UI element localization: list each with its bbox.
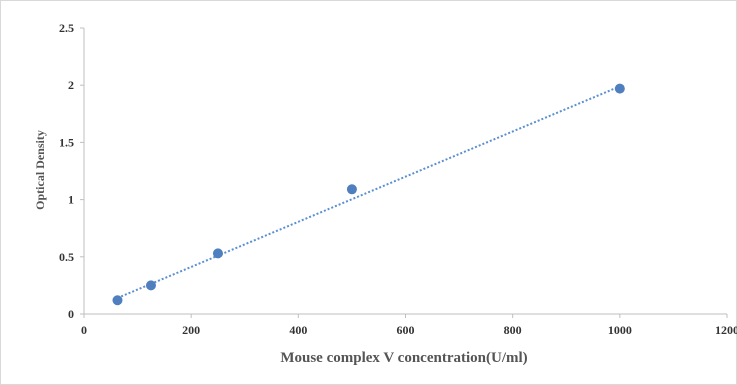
data-point	[212, 248, 223, 259]
x-tick-label: 400	[289, 323, 307, 337]
data-point	[346, 184, 357, 195]
x-tick-label: 0	[81, 323, 87, 337]
x-tick-label: 600	[397, 323, 415, 337]
x-tick-labels: 0 200 400 600 800 1000 1200	[81, 323, 737, 337]
x-tick-label: 1200	[715, 323, 737, 337]
y-tick-labels: 0 0.5 1 1.5 2 2.5	[59, 21, 74, 321]
y-tick-label: 0.5	[59, 250, 74, 264]
x-axis-label: Mouse complex V concentration(U/ml)	[280, 350, 527, 366]
y-tick-label: 2.5	[59, 21, 74, 35]
data-point	[145, 280, 156, 291]
y-tick-label: 2	[68, 78, 74, 92]
x-tick-label: 200	[182, 323, 200, 337]
y-axis-label: Optical Density	[33, 130, 47, 210]
data-point	[112, 295, 123, 306]
x-tick-label: 800	[504, 323, 522, 337]
x-tick-label: 1000	[608, 323, 632, 337]
trendline-group	[117, 85, 621, 299]
y-tick-label: 0	[68, 307, 74, 321]
y-tick-label: 1	[68, 193, 74, 207]
data-point	[614, 83, 625, 94]
linear-trendline	[117, 85, 621, 299]
data-points	[112, 83, 625, 306]
y-tick-label: 1.5	[59, 135, 74, 149]
axes	[80, 27, 728, 318]
